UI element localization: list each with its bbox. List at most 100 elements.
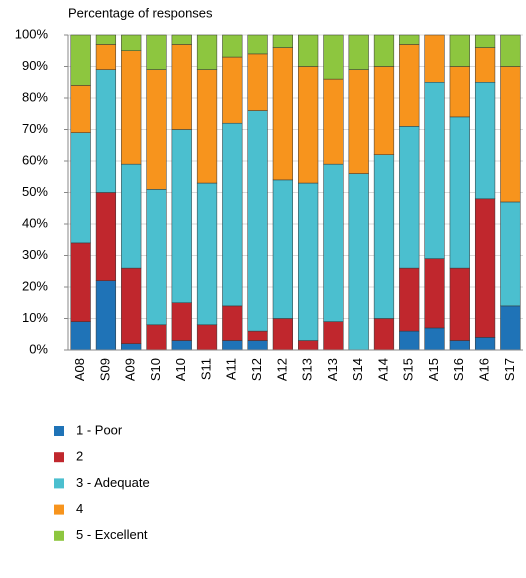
x-tick-label: A10	[173, 358, 188, 381]
bar-segment	[171, 129, 192, 303]
bar-segment	[121, 267, 142, 344]
bar-segment	[449, 267, 470, 341]
bar-segment	[222, 340, 243, 351]
bar-segment	[348, 69, 369, 174]
x-tick-label: A15	[426, 358, 441, 381]
bar-segment	[95, 192, 117, 281]
bar-segment	[70, 132, 91, 244]
x-tick-label: A08	[72, 358, 87, 381]
bar-segment	[399, 34, 420, 45]
y-tick-label: 0%	[29, 341, 48, 356]
bar-segment	[272, 47, 293, 181]
bar-segment	[247, 330, 268, 341]
bar-segment	[373, 318, 395, 351]
x-tick-label: A11	[224, 358, 239, 380]
bar-segment	[247, 110, 268, 332]
bar-segment	[95, 44, 117, 70]
legend-swatch	[54, 530, 64, 541]
y-tick-label: 90%	[22, 58, 48, 73]
x-tick-label: A14	[375, 358, 390, 381]
bar-segment	[121, 34, 142, 51]
bar-segment	[298, 66, 319, 184]
bar-segment	[399, 44, 420, 127]
x-tick-label: A09	[123, 358, 138, 381]
bar-segment	[500, 66, 521, 203]
bar-segment	[474, 82, 496, 200]
legend-label: 4	[76, 501, 83, 516]
bar-segment	[449, 340, 470, 351]
y-tick-label: 10%	[22, 310, 48, 325]
legend-swatch	[54, 426, 64, 436]
bar-segment	[399, 126, 420, 269]
bar-segment	[171, 302, 192, 341]
x-tick-label: A16	[477, 358, 492, 381]
bar-segment	[500, 34, 521, 67]
bar-segment	[424, 327, 445, 351]
bar-segment	[196, 324, 218, 351]
bar-segment	[500, 201, 521, 307]
bar-segment	[323, 34, 344, 80]
bar-segment	[298, 340, 319, 351]
bar-segment	[474, 198, 496, 338]
bar-segment	[121, 50, 142, 165]
bar-segment	[222, 305, 243, 341]
bar-segment	[373, 34, 395, 67]
y-tick-label: 70%	[22, 121, 48, 136]
bar-segment	[121, 343, 142, 351]
legend-label: 3 - Adequate	[76, 475, 150, 490]
bar-segment	[474, 337, 496, 351]
bar-segment	[272, 179, 293, 319]
bar-segment	[348, 173, 369, 351]
legend-swatch	[54, 452, 64, 463]
bar-segment	[196, 34, 218, 70]
bar-segment	[298, 34, 319, 67]
bar-segment	[247, 53, 268, 111]
bar-segment	[121, 163, 142, 269]
bar-segment	[171, 34, 192, 45]
x-tick-label: A13	[325, 358, 340, 381]
bar-segment	[196, 69, 218, 184]
x-tick-label: S12	[249, 358, 264, 381]
bar-segment	[146, 189, 167, 326]
bar-segment	[247, 340, 268, 351]
bar-segment	[247, 34, 268, 55]
bar-segment	[399, 330, 420, 351]
bar-segment	[424, 34, 445, 83]
x-tick-label: S14	[350, 358, 365, 381]
bar-segment	[70, 85, 91, 133]
y-tick-label: 60%	[22, 152, 48, 167]
x-tick-label: S11	[198, 358, 213, 380]
bar-segment	[222, 122, 243, 307]
bar-segment	[323, 163, 344, 322]
bar-segment	[272, 318, 293, 351]
bar-segment	[373, 154, 395, 319]
y-tick-label: 30%	[22, 247, 48, 262]
bar-segment	[474, 34, 496, 48]
bar-segment	[146, 69, 167, 190]
bar-segment	[298, 182, 319, 341]
legend-label: 1 - Poor	[76, 422, 123, 437]
bar-segment	[449, 116, 470, 269]
bar-segment	[95, 34, 117, 45]
y-tick-label: 20%	[22, 278, 48, 293]
bar-segment	[95, 280, 117, 351]
bar-segment	[171, 44, 192, 130]
y-axis-label: Percentage of responses	[68, 5, 213, 20]
bar-segment	[449, 66, 470, 118]
bar-segment	[95, 69, 117, 193]
bar-segment	[70, 34, 91, 86]
bar-segment	[146, 34, 167, 70]
bar-segment	[70, 321, 91, 351]
bar-segment	[222, 56, 243, 124]
y-tick-label: 100%	[15, 26, 49, 41]
bar-segment	[70, 242, 91, 322]
legend-swatch	[54, 504, 64, 515]
bar-segment	[373, 66, 395, 155]
bar-segment	[424, 258, 445, 329]
x-tick-label: A12	[274, 358, 289, 381]
y-tick-label: 40%	[22, 215, 48, 230]
bar-segment	[500, 305, 521, 351]
y-tick-label: 50%	[22, 184, 48, 199]
x-tick-label: S15	[401, 358, 416, 381]
